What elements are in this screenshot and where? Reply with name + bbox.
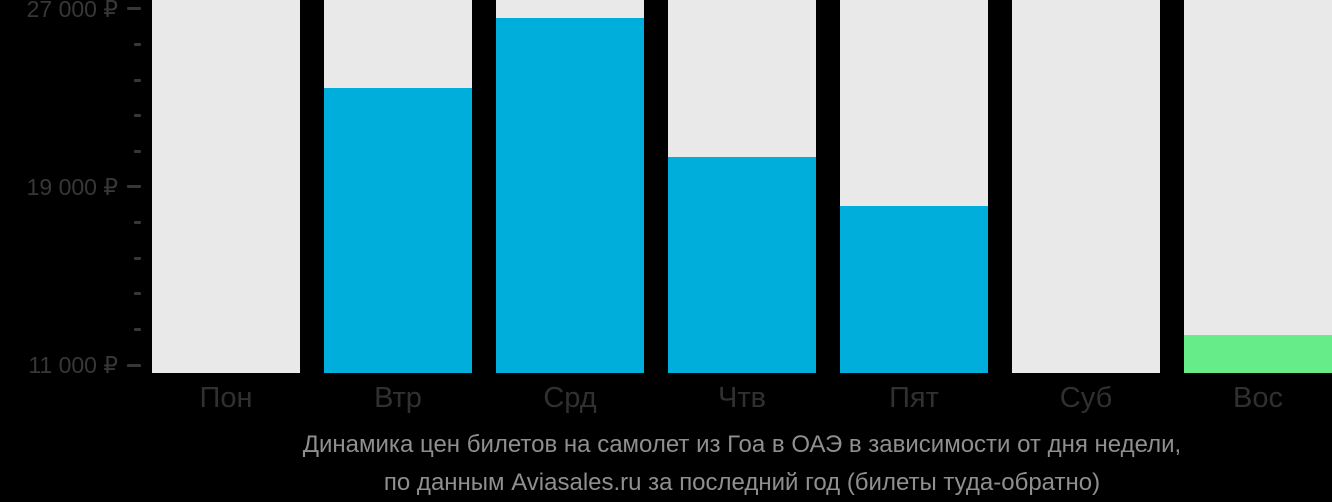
no-data-background-bar — [1012, 0, 1160, 373]
bar-column-Срд — [496, 0, 644, 373]
y-minor-tick — [134, 149, 141, 153]
chart-title-line1: Динамика цен билетов на самолет из Гоа в… — [302, 431, 1182, 458]
chart-title-line2: по данным Aviasales.ru за последний год … — [383, 469, 1101, 496]
x-axis-label-Втр: Втр — [374, 382, 422, 414]
y-tick-label: 19 000 ₽ — [26, 173, 118, 200]
chart-title: Динамика цен билетов на самолет из Гоа в… — [152, 426, 1332, 502]
no-data-background-bar — [152, 0, 300, 373]
x-axis-label-Вос: Вос — [1233, 382, 1283, 414]
y-major-tick — [127, 7, 141, 11]
y-axis: 27 000 ₽ 19 000 ₽ 11 000 ₽ — [0, 0, 152, 390]
price-bar-Срд[interactable] — [496, 17, 644, 373]
x-axis-label-Суб: Суб — [1059, 382, 1113, 414]
x-axis-label-Срд: Срд — [543, 382, 597, 414]
plot-area — [152, 0, 1332, 373]
y-tick-label: 11 000 ₽ — [28, 352, 118, 378]
price-bar-Чтв[interactable] — [668, 156, 816, 373]
bar-column-Чтв — [668, 0, 816, 373]
price-bar-Вос[interactable] — [1184, 334, 1332, 373]
x-axis-label-Чтв: Чтв — [717, 382, 767, 414]
y-minor-tick — [134, 221, 141, 225]
bar-column-Втр — [324, 0, 472, 373]
y-minor-tick — [134, 114, 141, 118]
y-minor-tick — [134, 327, 141, 331]
y-minor-tick — [134, 43, 141, 46]
y-tick-label: 27 000 ₽ — [26, 0, 118, 22]
bar-column-Вос — [1184, 0, 1332, 373]
x-axis: Пон Втр Срд Чтв Пят Суб Вос — [152, 373, 1332, 428]
x-axis-label-Пят: Пят — [889, 382, 939, 414]
price-bar-Втр[interactable] — [324, 87, 472, 373]
y-major-tick — [127, 363, 141, 367]
y-major-tick — [127, 185, 141, 189]
y-minor-tick — [134, 292, 141, 296]
y-minor-tick — [134, 78, 141, 82]
x-axis-label-Пон: Пон — [199, 382, 253, 414]
bar-column-Пят — [840, 0, 988, 373]
bar-column-Суб — [1012, 0, 1160, 373]
price-bar-Пят[interactable] — [840, 205, 988, 373]
y-minor-tick — [134, 256, 141, 260]
bar-column-Пон — [152, 0, 300, 373]
no-data-background-bar — [1184, 0, 1332, 373]
